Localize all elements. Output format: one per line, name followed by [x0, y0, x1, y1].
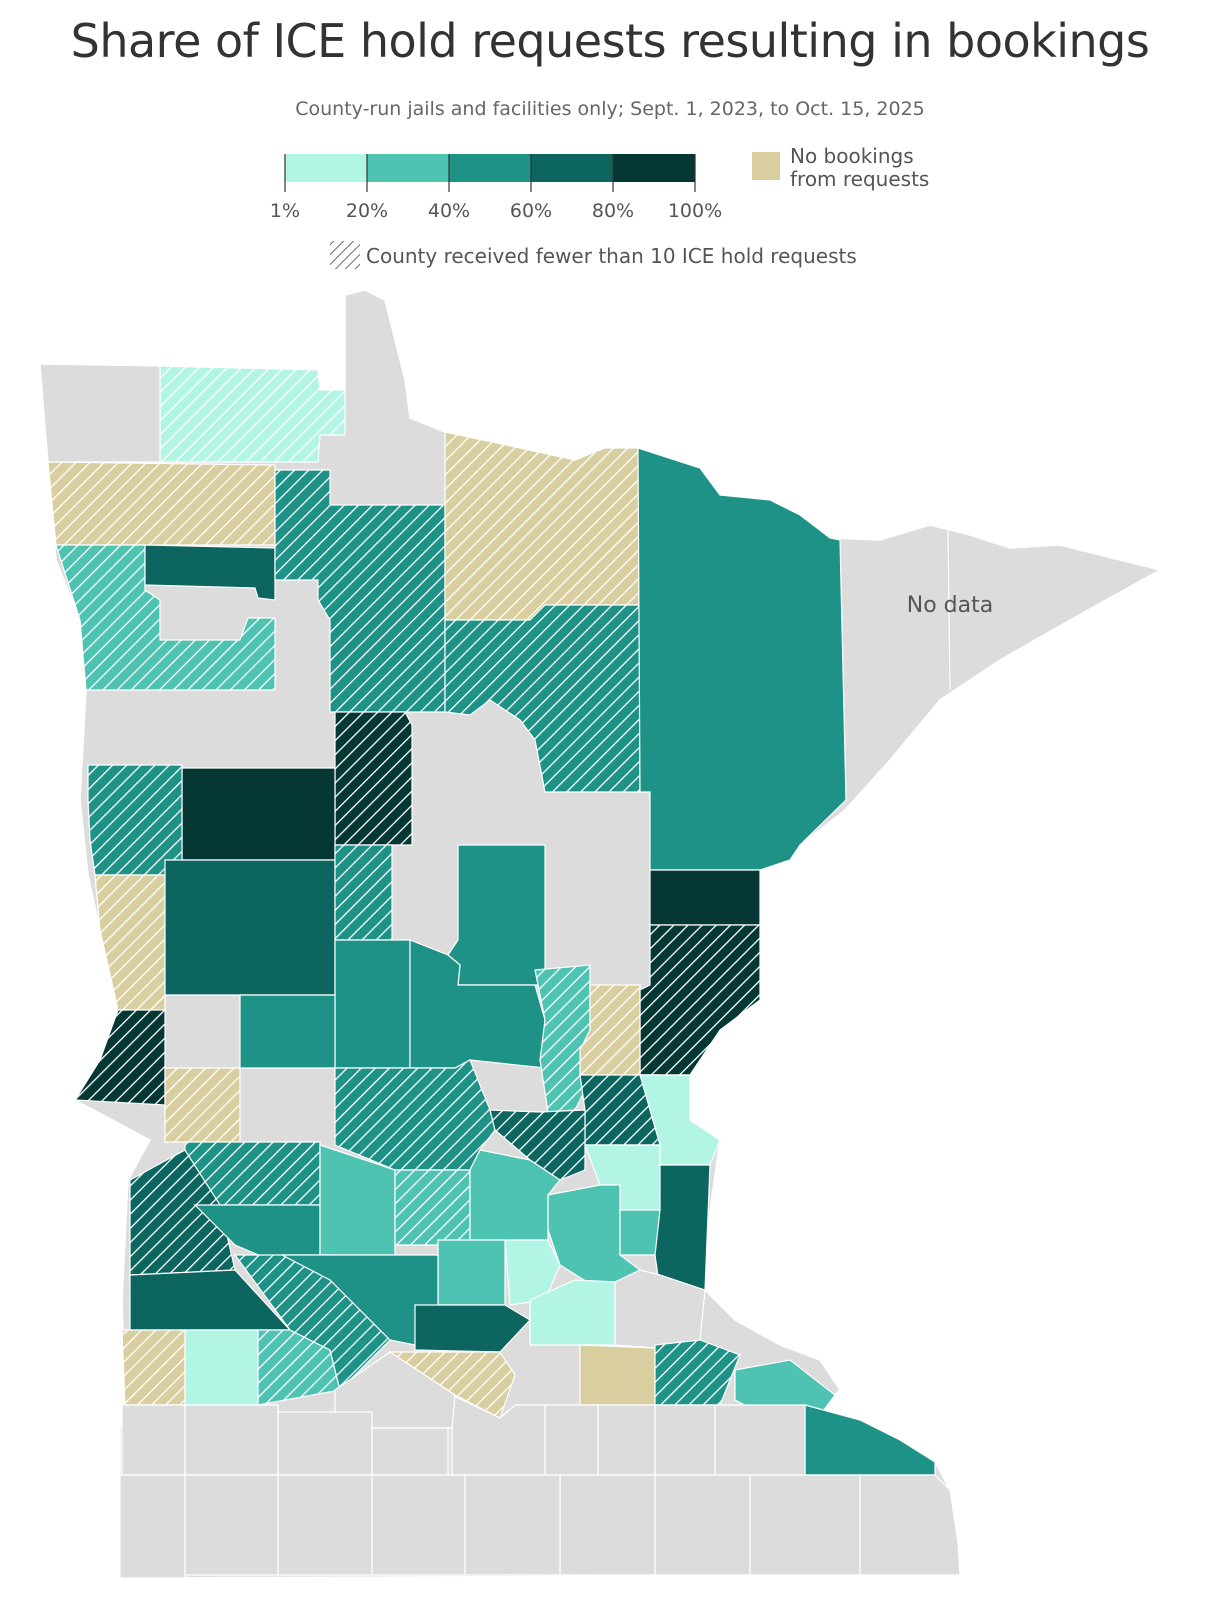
county-cottonwood — [277, 1411, 373, 1476]
no-data-label: No data — [907, 593, 993, 618]
county-becker — [181, 767, 336, 861]
county-fillmore — [749, 1474, 861, 1576]
county-steele — [597, 1404, 656, 1476]
county-hatch-overlay — [160, 366, 345, 462]
chart-title: Share of ICE hold requests resulting in … — [70, 14, 1150, 68]
county-faribault — [464, 1474, 561, 1576]
county-dakota — [614, 1269, 706, 1349]
county-hatch-overlay — [395, 1170, 470, 1245]
county-rock — [119, 1474, 186, 1579]
county-dodge — [654, 1404, 716, 1476]
legend-tick-label: 60% — [510, 200, 552, 222]
county-jackson — [277, 1474, 373, 1576]
no-bookings-label-line1: No bookings — [790, 144, 914, 168]
county-otter-tail — [164, 859, 336, 996]
county-martin — [371, 1474, 466, 1576]
county-hatch-overlay — [258, 1330, 340, 1405]
county-marshall-gray — [39, 363, 161, 463]
county-mower — [654, 1474, 751, 1576]
county-carver — [504, 1239, 561, 1306]
county-washington — [654, 1164, 711, 1291]
legend-tick-label: 1% — [270, 200, 300, 222]
county-winona — [804, 1404, 936, 1476]
legend-tick-label: 20% — [346, 200, 388, 222]
minnesota-county-map: No data — [39, 289, 1163, 1579]
legend-tick-label: 80% — [592, 200, 634, 222]
county-hatch-overlay — [95, 875, 165, 1010]
hatch-legend-swatch — [330, 241, 360, 269]
hatch-legend-label: County received fewer than 10 ICE hold r… — [366, 244, 857, 268]
county-waseca — [544, 1404, 599, 1476]
county-sibley — [414, 1304, 531, 1353]
county-murray — [184, 1404, 279, 1476]
county-hatch-overlay — [75, 1010, 165, 1105]
county-carlton — [649, 869, 761, 926]
county-grant — [239, 994, 336, 1069]
legend-bin — [613, 154, 695, 182]
county-hatch-overlay — [445, 605, 640, 792]
county-hatch-overlay — [275, 470, 445, 712]
county-rice — [579, 1344, 656, 1406]
county-pipestone — [121, 1404, 186, 1476]
county-hatch-overlay — [535, 965, 590, 1112]
county-hatch-overlay — [580, 985, 640, 1075]
legend-bin — [285, 154, 367, 182]
county-hatch-overlay — [88, 765, 182, 875]
county-wadena — [447, 844, 546, 986]
legend-bin — [367, 154, 449, 182]
county-hatch-overlay — [445, 432, 640, 620]
legend: 1% 20% 40% 60% 80% 100% No bookings from… — [270, 144, 929, 269]
county-yellow-medicine — [184, 1329, 259, 1406]
county-hatch-overlay — [130, 1150, 235, 1275]
chart-subtitle: County-run jails and facilities only; Se… — [295, 98, 925, 120]
county-hatch-overlay — [580, 1075, 660, 1145]
county-hatch-overlay — [640, 925, 760, 1075]
county-olmsted — [714, 1404, 806, 1476]
county-mcleod — [437, 1239, 506, 1306]
county-hatch-overlay — [165, 1068, 240, 1142]
county-hatch-overlay — [335, 845, 392, 940]
county-nobles — [184, 1474, 279, 1576]
county-houston — [859, 1474, 961, 1576]
county-st-louis — [637, 447, 847, 871]
county-hatch-overlay — [490, 1110, 585, 1180]
no-bookings-label-line2: from requests — [790, 167, 929, 191]
county-hatch-overlay — [335, 712, 412, 845]
county-ramsey — [619, 1209, 661, 1256]
county-todd — [334, 939, 411, 1069]
county-hatch-overlay — [185, 1142, 320, 1205]
legend-tick-label: 100% — [668, 200, 722, 222]
legend-tick-label: 40% — [428, 200, 470, 222]
legend-bin — [449, 154, 531, 182]
county-hatch-overlay — [390, 1352, 515, 1418]
no-bookings-swatch — [752, 152, 780, 180]
county-hatch-overlay — [335, 1060, 495, 1170]
county-hatch-overlay — [48, 462, 275, 545]
legend-bin — [531, 154, 613, 182]
county-watonwan — [371, 1427, 449, 1476]
county-freeborn — [559, 1474, 656, 1576]
county-hatch-overlay — [56, 545, 275, 690]
county-hatch-overlay — [655, 1340, 740, 1405]
county-hatch-overlay — [122, 1330, 185, 1405]
